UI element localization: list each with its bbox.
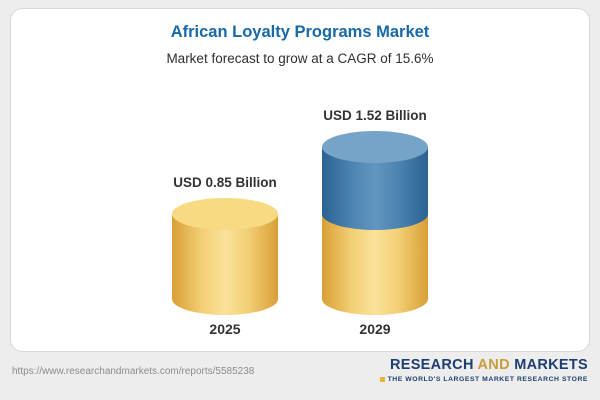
chart-subtitle: Market forecast to grow at a CAGR of 15.…: [166, 51, 434, 66]
cylinder-2029: [322, 131, 428, 315]
value-label-2029: USD 1.52 Billion: [323, 108, 427, 123]
cylinder-2029-top: [322, 131, 428, 163]
logo-tagline: THE WORLD'S LARGEST MARKET RESEARCH STOR…: [379, 376, 588, 383]
report-url[interactable]: https://www.researchandmarkets.com/repor…: [12, 366, 255, 377]
logo-word-markets: MARKETS: [514, 357, 588, 373]
chart-card: African Loyalty Programs Market Market f…: [10, 8, 590, 352]
x-label-2029: 2029: [359, 321, 391, 337]
bar-group-2025: USD 0.85 Billion 2025: [172, 175, 278, 337]
logo-wordmark: RESEARCH AND MARKETS: [380, 357, 588, 373]
chart-title: African Loyalty Programs Market: [170, 23, 430, 41]
research-and-markets-logo: RESEARCH AND MARKETS THE WORLD'S LARGEST…: [379, 357, 588, 383]
cylinder-2025: [172, 198, 278, 315]
x-label-2025: 2025: [209, 321, 241, 337]
footer: https://www.researchandmarkets.com/repor…: [12, 357, 588, 383]
logo-word-and: AND: [477, 357, 510, 373]
value-label-2025: USD 0.85 Billion: [173, 175, 277, 190]
gold-square-icon: [379, 377, 385, 382]
bar-group-2029: USD 1.52 Billion 2029: [322, 108, 428, 337]
logo-word-research: RESEARCH: [389, 357, 474, 373]
cylinder-2025-top: [172, 198, 278, 230]
cylinder-chart: USD 0.85 Billion 2025 USD 1.52 Billion 2…: [11, 108, 589, 337]
logo-tagline-text: THE WORLD'S LARGEST MARKET RESEARCH STOR…: [387, 376, 588, 383]
cylinder-2029-gold-segment: [322, 214, 428, 315]
cylinder-2025-body: [172, 214, 278, 315]
